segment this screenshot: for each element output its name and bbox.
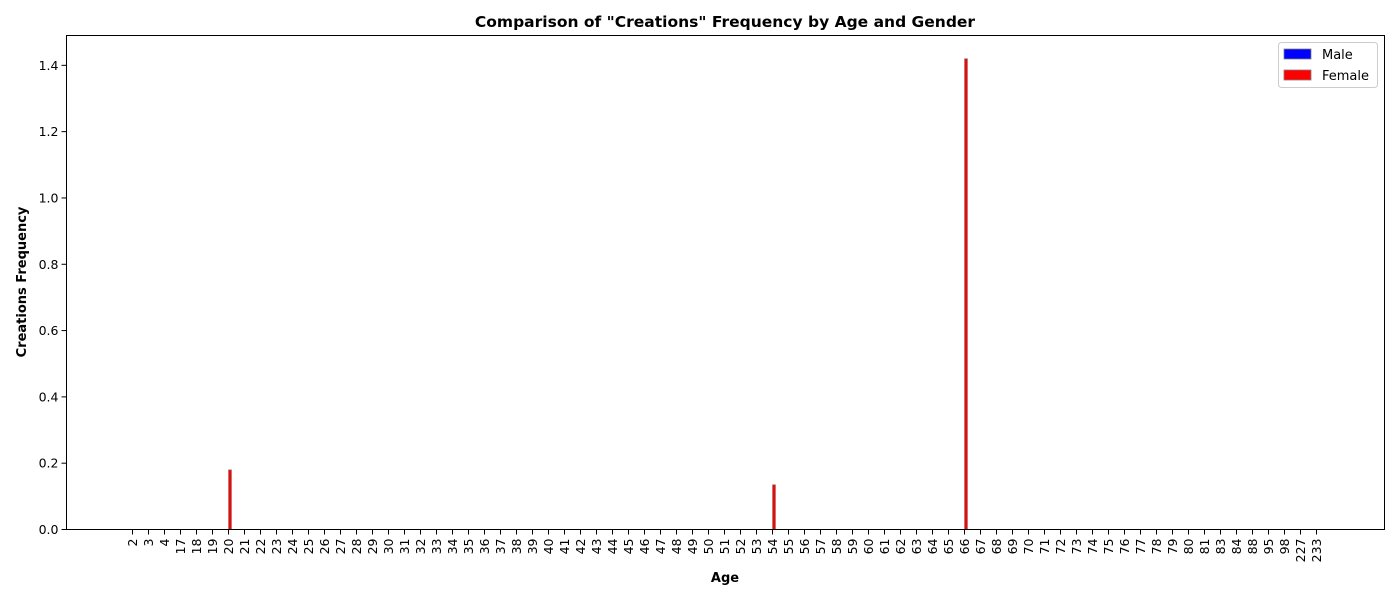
x-tick-label: 98 [1277,538,1292,554]
x-tick-label: 58 [829,538,844,554]
x-tick-label: 54 [765,538,780,554]
y-axis-ticks: 0.0 0.2 0.4 0.6 0.8 1.0 1.2 1.4 [39,58,67,537]
x-tick-label: 80 [1181,538,1196,554]
y-tick-label: 1.0 [39,190,59,205]
x-tick-label: 62 [893,539,908,555]
x-tick-label: 36 [477,538,492,554]
x-tick-label: 18 [189,538,204,554]
plot-area-frame [66,35,1385,530]
x-tick-label: 42 [573,539,588,555]
x-tick-label: 38 [509,538,524,554]
x-tick-label: 49 [685,538,700,554]
legend-label-female: Female [1322,69,1369,84]
x-tick-label: 68 [989,538,1004,554]
x-tick-label: 26 [317,538,332,554]
x-tick-label: 55 [781,539,796,555]
x-tick-label: 27 [333,539,348,555]
x-tick-label: 25 [301,539,316,555]
x-tick-label: 233 [1309,539,1324,563]
x-tick-label: 52 [733,539,748,555]
y-tick-label: 0.0 [39,522,59,537]
x-tick-label: 65 [941,539,956,555]
x-tick-label: 44 [605,538,620,554]
x-tick-label: 30 [381,538,396,554]
x-axis-label: Age [711,571,739,586]
y-tick-label: 0.4 [39,389,59,404]
y-tick-label: 0.6 [39,323,59,338]
x-tick-label: 79 [1165,538,1180,554]
x-tick-label: 34 [445,538,460,554]
x-tick-label: 56 [797,538,812,554]
legend-swatch-male [1283,48,1312,60]
x-tick-label: 22 [253,539,268,555]
y-tick-label: 1.2 [39,124,59,139]
x-tick-label: 77 [1133,539,1148,555]
bar-female-age-54 [772,484,776,530]
x-tick-label: 74 [1085,538,1100,554]
x-tick-label: 21 [237,539,252,555]
x-tick-label: 53 [749,539,764,555]
x-tick-label: 95 [1261,539,1276,555]
x-tick-label: 33 [429,539,444,555]
x-tick-label: 40 [541,538,556,554]
x-tick-label: 28 [349,538,364,554]
legend-label-male: Male [1322,48,1353,63]
x-tick-label: 39 [525,538,540,554]
x-tick-label: 72 [1053,539,1068,555]
x-tick-label: 64 [925,538,940,554]
x-tick-label: 20 [221,538,236,554]
bar-female-age-20 [228,469,232,530]
x-tick-label: 48 [669,538,684,554]
x-tick-label: 2 [125,539,140,547]
x-tick-label: 41 [557,539,572,555]
x-tick-label: 88 [1245,538,1260,554]
x-tick-label: 23 [269,539,284,555]
x-tick-label: 43 [589,539,604,555]
x-tick-label: 51 [717,539,732,555]
y-axis-label: Creations Frequency [15,206,30,357]
x-axis-ticks: 2 3 4 17 18 19 20 21 22 23 24 25 26 27 28 29 30 31 32 33 34 3… [125,529,1324,563]
x-tick-label: 31 [397,539,412,555]
x-tick-label: 4 [157,538,172,546]
x-tick-label: 45 [621,539,636,555]
x-tick-label: 78 [1149,538,1164,554]
x-tick-label: 37 [493,539,508,555]
x-tick-label: 57 [813,539,828,555]
y-tick-label: 1.4 [39,58,59,73]
chart-title: Comparison of "Creations" Frequency by A… [475,13,976,31]
x-tick-label: 46 [637,538,652,554]
x-tick-label: 76 [1117,538,1132,554]
x-tick-label: 66 [957,538,972,554]
x-tick-label: 71 [1037,539,1052,555]
x-tick-label: 60 [861,538,876,554]
legend-swatch-female [1283,69,1312,81]
x-tick-label: 83 [1213,539,1228,555]
x-tick-label: 69 [1005,538,1020,554]
x-tick-label: 84 [1229,538,1244,554]
bar-female-age-66 [964,58,968,530]
x-tick-label: 19 [205,538,220,554]
x-tick-label: 63 [909,539,924,555]
y-tick-label: 0.8 [39,257,59,272]
x-tick-label: 17 [173,539,188,555]
x-tick-label: 32 [413,539,428,555]
x-tick-label: 227 [1293,539,1308,563]
legend: Male Female [1278,42,1378,88]
x-tick-label: 29 [365,538,380,554]
x-tick-label: 81 [1197,539,1212,555]
x-tick-label: 67 [973,539,988,555]
x-tick-label: 47 [653,539,668,555]
x-tick-label: 3 [141,539,156,547]
x-tick-label: 75 [1101,539,1116,555]
x-tick-label: 59 [845,538,860,554]
x-tick-label: 61 [877,539,892,555]
y-tick-label: 0.2 [39,456,59,471]
x-tick-label: 73 [1069,539,1084,555]
x-tick-label: 24 [285,538,300,554]
x-tick-label: 70 [1021,538,1036,554]
x-tick-label: 35 [461,539,476,555]
bars [228,58,968,530]
x-tick-label: 50 [701,538,716,554]
